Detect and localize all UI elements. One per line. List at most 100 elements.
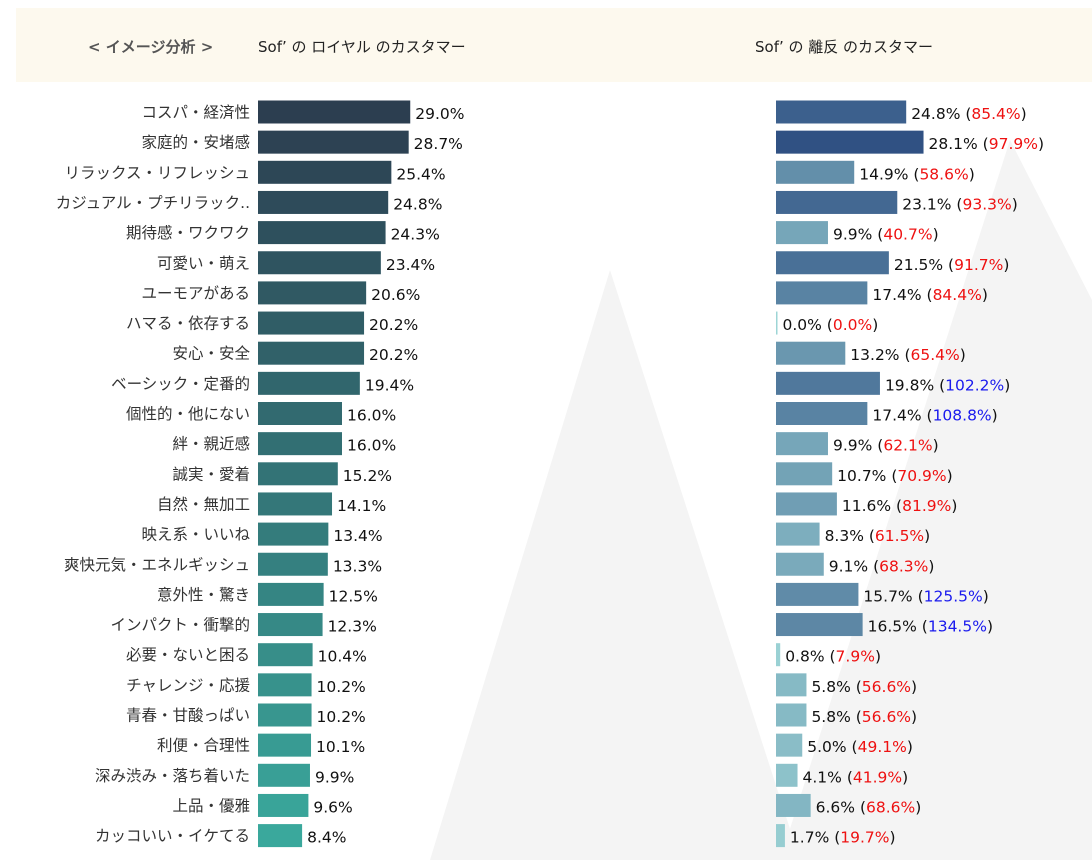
churn-bar [776, 311, 778, 335]
churn-bar [776, 341, 846, 365]
ratio-value: 56.6% [862, 708, 911, 726]
churn-bar [776, 824, 785, 848]
churn-value-label: 4.1% (41.9%) [803, 768, 909, 786]
ratio-close-paren: ) [951, 497, 957, 515]
churn-value: 28.1% ( [929, 135, 989, 153]
category-label: 家庭的・安堵感 [141, 134, 250, 152]
category-label: 爽快元気・エネルギッシュ [64, 556, 250, 574]
churn-value-label: 14.9% (58.6%) [859, 165, 975, 183]
ratio-value: 0.0% [833, 316, 872, 334]
ratio-value: 41.9% [853, 768, 902, 786]
churn-bar [776, 643, 781, 667]
category-label: リラックス・リフレッシュ [64, 164, 250, 182]
loyal-bar [258, 613, 323, 637]
churn-value-label: 0.8% (7.9%) [785, 648, 881, 666]
churn-bar [776, 763, 798, 787]
ratio-close-paren: ) [890, 829, 896, 847]
churn-value: 14.9% ( [859, 165, 919, 183]
churn-bar [776, 251, 889, 275]
ratio-value: 58.6% [919, 165, 968, 183]
ratio-close-paren: ) [1021, 105, 1027, 123]
loyal-value-label: 12.5% [329, 587, 378, 605]
category-label: 上品・優雅 [172, 797, 250, 815]
churn-bar [776, 160, 855, 184]
churn-value-label: 19.8% (102.2%) [885, 376, 1010, 394]
category-label: 期待感・ワクワク [126, 224, 250, 242]
churn-value: 9.1% ( [829, 557, 879, 575]
loyal-bar [258, 251, 381, 275]
category-label: 深み渋み・落ち着いた [95, 767, 250, 785]
churn-value: 5.8% ( [811, 708, 861, 726]
churn-bar-chart: 24.8% (85.4%) 28.1% (97.9%) 14.9% (58.6%) 2… [776, 100, 1045, 848]
loyal-value-label: 10.4% [318, 648, 367, 666]
churn-value: 1.7% ( [790, 829, 840, 847]
churn-bar [776, 432, 828, 456]
header-band [16, 8, 1092, 82]
loyal-value-label: 8.4% [307, 829, 346, 847]
churn-bar [776, 582, 859, 606]
loyal-bar [258, 462, 338, 486]
churn-bar [776, 703, 807, 727]
churn-value-label: 9.1% (68.3%) [829, 557, 935, 575]
ratio-value: 102.2% [945, 376, 1004, 394]
churn-value-label: 17.4% (108.8%) [872, 407, 997, 425]
churn-value-label: 8.3% (61.5%) [825, 527, 931, 545]
loyal-value-label: 28.7% [414, 135, 463, 153]
churn-value: 0.0% ( [783, 316, 833, 334]
loyal-value-label: 13.3% [333, 557, 382, 575]
loyal-value-label: 10.2% [317, 708, 366, 726]
churn-bar [776, 402, 868, 425]
loyal-bar [258, 492, 333, 516]
ratio-close-paren: ) [872, 316, 878, 334]
ratio-value: 65.4% [911, 346, 960, 364]
category-label: 利便・合理性 [157, 737, 250, 755]
churn-value-label: 24.8% (85.4%) [911, 105, 1027, 123]
churn-value: 8.3% ( [825, 527, 875, 545]
churn-value-label: 11.6% (81.9%) [842, 497, 958, 515]
ratio-close-paren: ) [982, 286, 988, 304]
loyal-value-label: 29.0% [415, 105, 464, 123]
loyal-bar [258, 432, 342, 456]
loyal-bar [258, 221, 386, 245]
loyal-bar [258, 160, 392, 184]
loyal-bar [258, 100, 411, 124]
churn-bar [776, 613, 863, 637]
ratio-value: 62.1% [883, 437, 932, 455]
watermark-shape-left [430, 270, 800, 860]
loyal-bar [258, 371, 360, 395]
loyal-bar [258, 402, 342, 425]
loyal-value-label: 20.2% [369, 346, 418, 364]
loyal-bar [258, 673, 312, 697]
loyal-value-label: 14.1% [337, 497, 386, 515]
ratio-close-paren: ) [911, 708, 917, 726]
churn-value: 17.4% ( [872, 407, 932, 425]
churn-value-label: 9.9% (40.7%) [833, 226, 939, 244]
churn-value: 0.8% ( [785, 648, 835, 666]
ratio-close-paren: ) [1038, 135, 1044, 153]
loyal-bar [258, 733, 312, 757]
ratio-value: 40.7% [883, 226, 932, 244]
ratio-value: 61.5% [875, 527, 924, 545]
loyal-bar [258, 341, 365, 365]
churn-value-label: 15.7% (125.5%) [863, 587, 988, 605]
loyal-bar [258, 522, 329, 546]
loyal-bar [258, 552, 328, 576]
ratio-close-paren: ) [915, 798, 921, 816]
ratio-value: 56.6% [862, 678, 911, 696]
churn-value: 11.6% ( [842, 497, 902, 515]
churn-value-label: 5.8% (56.6%) [811, 708, 917, 726]
churn-bar [776, 733, 803, 757]
loyal-bar [258, 582, 324, 606]
loyal-chart-title: Sof’ の ロイヤル のカスタマー [258, 38, 466, 56]
churn-bar [776, 190, 898, 214]
category-label: 安心・安全 [172, 345, 250, 363]
ratio-value: 68.6% [866, 798, 915, 816]
category-label: 映え系・いいね [141, 526, 250, 544]
churn-value-label: 21.5% (91.7%) [894, 256, 1010, 274]
churn-value-label: 6.6% (68.6%) [816, 798, 922, 816]
churn-value-label: 28.1% (97.9%) [929, 135, 1045, 153]
ratio-close-paren: ) [924, 527, 930, 545]
loyal-value-label: 16.0% [347, 437, 396, 455]
ratio-value: 68.3% [879, 557, 928, 575]
